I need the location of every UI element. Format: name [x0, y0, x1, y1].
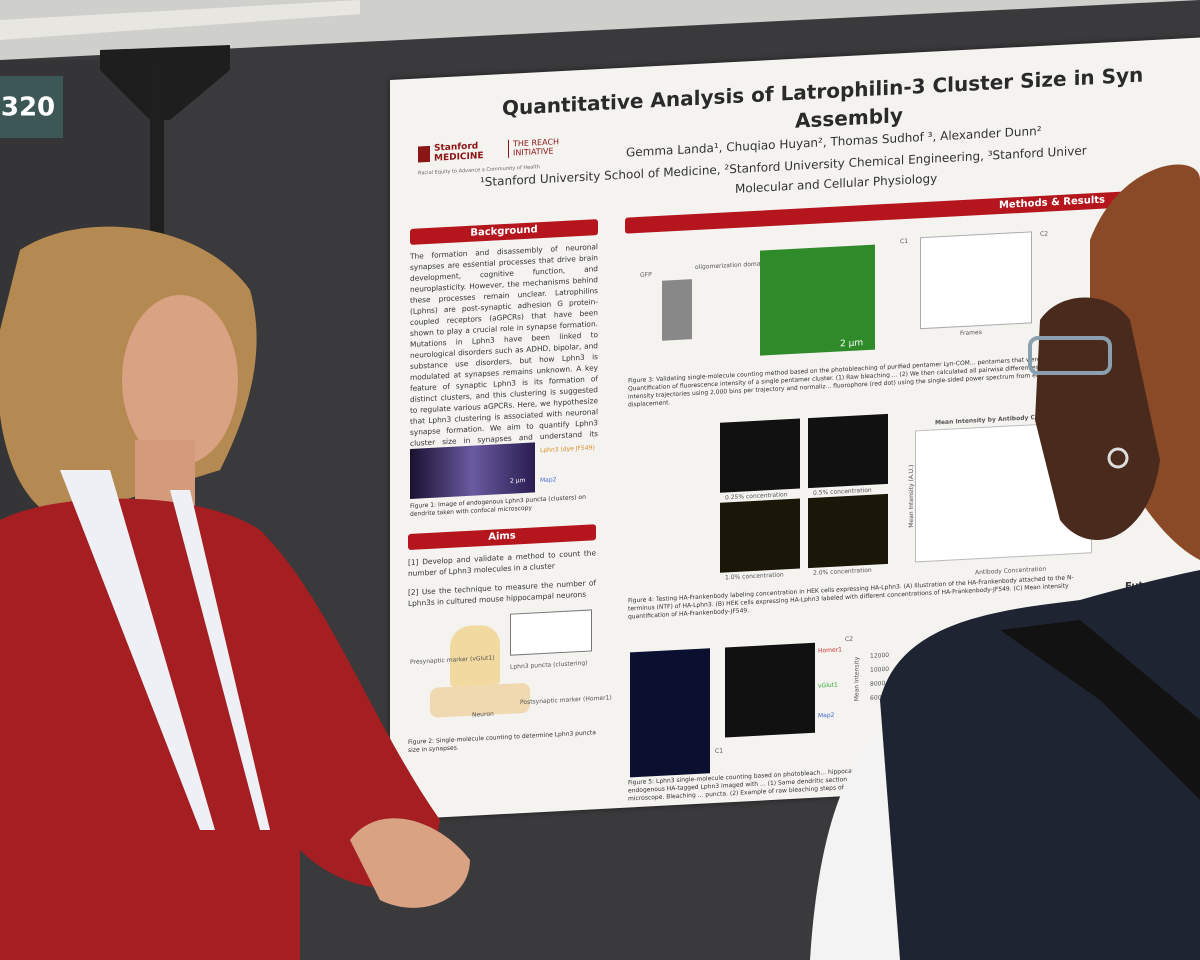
figure-label: Map2: [540, 476, 557, 485]
figure-label: Lphn3 (dye JF549): [540, 444, 595, 455]
figure-image: [808, 493, 888, 569]
figure-caption: Figure 4: Testing HA-Frankenbody labelin…: [628, 574, 1074, 621]
figure-label: Map2: [818, 711, 835, 720]
figure-image: [725, 642, 815, 738]
figure-label: C2: [845, 635, 854, 644]
figure-image: [720, 418, 800, 493]
panel-clamp: [100, 45, 230, 120]
figure-label: C2: [1040, 230, 1049, 238]
violin-plot: [915, 421, 1092, 563]
section-heading: Future: [1125, 579, 1163, 593]
logo-shield: [418, 145, 430, 163]
figure-label: Mean Intensity (A.U.): [908, 464, 916, 528]
section-heading: Background: [410, 219, 598, 245]
figure-image: [630, 648, 710, 778]
figure-label: GFP: [640, 271, 652, 279]
logo-initiative: THE REACH INITIATIVE: [508, 136, 573, 158]
figure-label: 1.0% concentration: [725, 571, 784, 582]
background-text: The formation and disassembly of neurona…: [410, 242, 598, 459]
figure-label: C1: [900, 237, 909, 246]
section-heading: Aims: [408, 524, 596, 551]
aims-item: [1] Develop and validate a method to cou…: [408, 548, 596, 579]
figure-label: 2.0% concentration: [813, 566, 872, 577]
figure-label: Homer1: [818, 646, 843, 655]
aims-item: [2] Use the technique to measure the num…: [408, 578, 596, 609]
axis-label: 6000: [870, 694, 886, 702]
booth-number: 320: [1, 93, 55, 123]
affiliations: Molecular and Cellular Physiology: [735, 171, 938, 196]
poster: Quantitative Analysis of Latrophilin-3 C…: [390, 35, 1200, 820]
logo-name: Stanford MEDICINE: [434, 141, 484, 164]
scale-bar: 2 µm: [510, 476, 526, 485]
figure-label: oligomerization domain: [695, 260, 766, 272]
scale-bar: 2 µm: [840, 338, 864, 350]
figure-caption: Figure 2: Single-molecule counting to de…: [408, 729, 596, 755]
figure-label: Frames: [960, 328, 982, 338]
figure-image: [808, 413, 888, 489]
booth-sign: [0, 76, 63, 138]
figure-image: [410, 442, 535, 499]
axis-label: 10000: [870, 665, 890, 674]
bleach-plot: [920, 231, 1032, 330]
side-panel: [0, 60, 160, 960]
figure-label: Lphn3 puncta (clustering): [510, 659, 588, 671]
figure-label: C1: [715, 747, 724, 755]
figure-label: Postsynaptic marker (Homer1): [520, 694, 612, 707]
figure-caption: Figure 3: Validating single-molecule cou…: [628, 353, 1083, 409]
duct: [0, 0, 360, 40]
figure-label: Antibody Concentration: [975, 565, 1047, 577]
axis-label: Mean Intensity: [853, 656, 861, 702]
figure-image: [720, 498, 800, 573]
poster-title: Assembly: [795, 103, 903, 133]
axis-label: 8000: [870, 680, 886, 688]
section-heading: Methods & Results: [625, 191, 1125, 234]
figure-label: Neuron: [472, 710, 494, 719]
pentamer-diagram: [662, 279, 692, 341]
axis-label: 12000: [870, 651, 890, 660]
receptor-inset: [510, 609, 592, 656]
figure-label: vGlut1: [818, 681, 838, 690]
panel-pole: [150, 60, 164, 960]
